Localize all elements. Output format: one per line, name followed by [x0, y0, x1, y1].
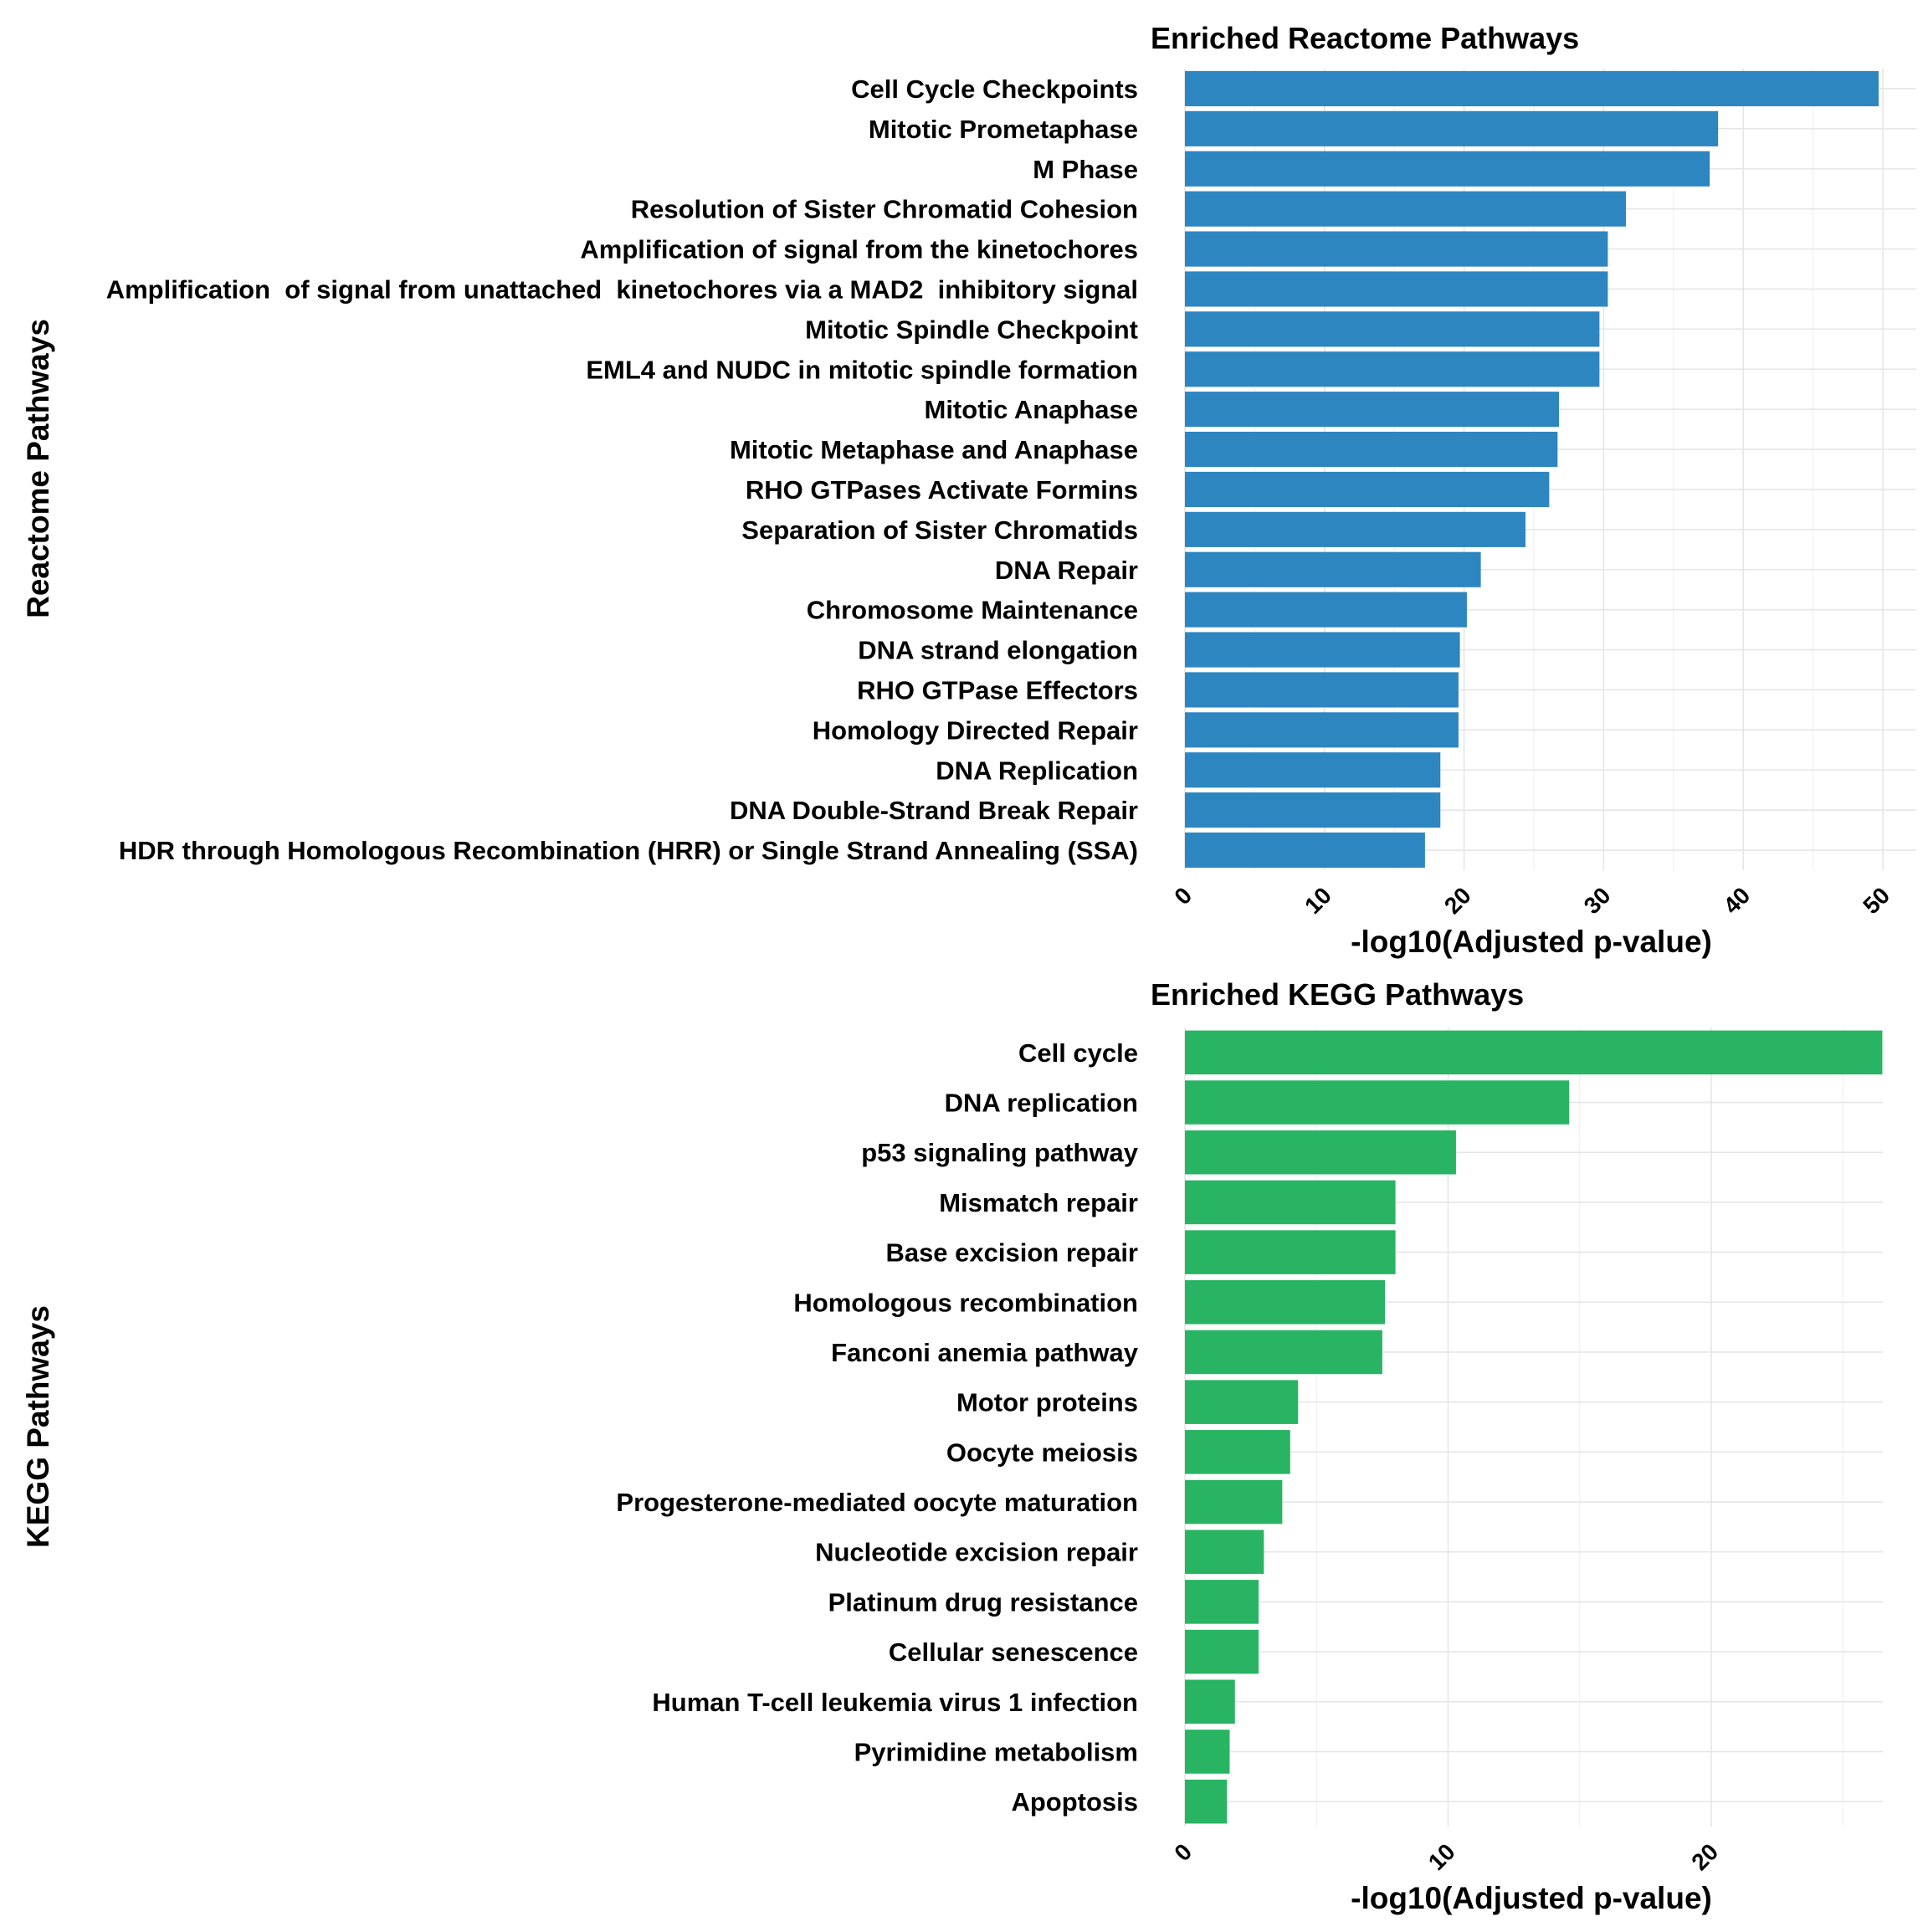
kegg-bar: [1185, 1679, 1235, 1724]
kegg-y-axis-title: KEGG Pathways: [21, 1305, 55, 1548]
reactome-category-label: Cell Cycle Checkpoints: [851, 74, 1138, 104]
reactome-category-label: RHO GTPase Effectors: [857, 675, 1138, 705]
reactome-bar: [1185, 832, 1425, 869]
reactome-bar: [1185, 191, 1627, 227]
reactome-category-label: Amplification of signal from unattached …: [106, 274, 1138, 304]
kegg-bar: [1185, 1230, 1396, 1274]
kegg-category-label: Progesterone-mediated oocyte maturation: [616, 1488, 1138, 1517]
reactome-category-label: DNA Repair: [995, 556, 1138, 585]
reactome-category-label: Mitotic Prometaphase: [869, 115, 1138, 144]
kegg-x-tick-label: 0: [1169, 1838, 1197, 1866]
reactome-bar: [1185, 70, 1879, 107]
kegg-bar: [1185, 1629, 1259, 1674]
reactome-bar: [1185, 392, 1560, 428]
kegg-category-label: Human T-cell leukemia virus 1 infection: [652, 1688, 1138, 1717]
reactome-bar: [1185, 592, 1467, 628]
reactome-bar: [1185, 431, 1558, 468]
reactome-bars: [1185, 70, 1879, 869]
kegg-category-label: Base excision repair: [885, 1238, 1138, 1268]
kegg-bar: [1185, 1479, 1283, 1525]
reactome-x-tick-label: 30: [1579, 882, 1616, 919]
reactome-x-tick-label: 0: [1169, 882, 1197, 910]
reactome-bar: [1185, 471, 1550, 508]
kegg-category-label: Fanconi anemia pathway: [831, 1338, 1139, 1367]
kegg-chart-title: Enriched KEGG Pathways: [1151, 977, 1524, 1012]
kegg-category-label: p53 signaling pathway: [861, 1138, 1138, 1167]
kegg-category-label: Platinum drug resistance: [828, 1587, 1138, 1617]
reactome-x-tick-label: 40: [1718, 882, 1755, 919]
reactome-x-tick-label: 20: [1439, 882, 1476, 919]
reactome-category-label: Mitotic Spindle Checkpoint: [805, 315, 1138, 344]
kegg-bar: [1185, 1130, 1456, 1175]
kegg-x-tick-label: 10: [1423, 1838, 1460, 1875]
reactome-bar: [1185, 632, 1460, 668]
kegg-bar: [1185, 1779, 1228, 1824]
kegg-tick-labels: 0 10 20: [1169, 1838, 1723, 1875]
kegg-category-label: Cellular senescence: [889, 1637, 1138, 1667]
kegg-category-label: Oocyte meiosis: [946, 1437, 1138, 1467]
reactome-bar: [1185, 511, 1525, 547]
reactome-bar: [1185, 712, 1459, 748]
reactome-category-label: Separation of Sister Chromatids: [741, 515, 1138, 545]
reactome-bar: [1185, 311, 1600, 347]
reactome-category-label: DNA strand elongation: [858, 636, 1138, 665]
kegg-bar: [1185, 1030, 1883, 1075]
reactome-category-label: Chromosome Maintenance: [807, 596, 1138, 625]
reactome-category-label: Resolution of Sister Chromatid Cohesion: [631, 195, 1138, 224]
kegg-category-labels: Cell cycle DNA replication p53 signaling p…: [616, 1038, 1138, 1817]
reactome-bar: [1185, 271, 1608, 307]
reactome-category-label: DNA Double-Strand Break Repair: [730, 796, 1138, 825]
reactome-x-tick-label: 10: [1300, 882, 1336, 919]
reactome-x-tick-label: 50: [1858, 882, 1895, 919]
reactome-bar: [1185, 110, 1719, 146]
reactome-category-label: RHO GTPases Activate Formins: [746, 475, 1138, 505]
reactome-category-label: Mitotic Metaphase and Anaphase: [730, 435, 1138, 464]
reactome-bar: [1185, 351, 1600, 387]
kegg-category-label: Apoptosis: [1011, 1787, 1138, 1817]
reactome-x-axis-title: -log10(Adjusted p-value): [1351, 925, 1712, 959]
kegg-category-label: DNA replication: [945, 1089, 1138, 1118]
reactome-category-label: Homology Directed Repair: [813, 715, 1138, 745]
kegg-category-label: Homologous recombination: [793, 1288, 1138, 1317]
reactome-bar: [1185, 672, 1459, 708]
reactome-category-label: Mitotic Anaphase: [925, 395, 1139, 424]
reactome-grid: [1184, 69, 1916, 870]
kegg-bar: [1185, 1080, 1570, 1125]
kegg-x-axis-title: -log10(Adjusted p-value): [1351, 1881, 1712, 1915]
reactome-category-label: HDR through Homologous Recombination (HR…: [119, 836, 1138, 865]
kegg-bar: [1185, 1430, 1290, 1474]
reactome-bar: [1185, 551, 1481, 587]
kegg-category-label: Motor proteins: [956, 1388, 1138, 1417]
kegg-bar: [1185, 1330, 1382, 1375]
kegg-bar: [1185, 1380, 1299, 1424]
reactome-category-label: Amplification of signal from the kinetoc…: [580, 235, 1138, 264]
reactome-bar: [1185, 151, 1710, 187]
kegg-category-label: Mismatch repair: [939, 1188, 1138, 1217]
reactome-bar: [1185, 231, 1608, 267]
reactome-category-label: EML4 and NUDC in mitotic spindle formati…: [586, 355, 1138, 384]
kegg-bar: [1185, 1580, 1259, 1624]
kegg-x-tick-label: 20: [1686, 1838, 1723, 1875]
reactome-bar: [1185, 752, 1441, 788]
kegg-bar: [1185, 1180, 1396, 1225]
reactome-chart-title: Enriched Reactome Pathways: [1151, 21, 1579, 55]
kegg-bars: [1185, 1030, 1883, 1824]
kegg-category-label: Cell cycle: [1018, 1038, 1138, 1068]
kegg-bar: [1185, 1530, 1264, 1574]
kegg-category-label: Nucleotide excision repair: [815, 1538, 1138, 1567]
reactome-y-axis-title: Reactome Pathways: [21, 319, 55, 618]
reactome-category-label: DNA Replication: [936, 756, 1138, 785]
reactome-panel: Cell Cycle Checkpoints Mitotic Prometapha…: [21, 21, 1916, 959]
reactome-bar: [1185, 792, 1441, 828]
reactome-tick-labels: 0 10 20 30 40 50: [1169, 882, 1895, 919]
kegg-panel: Cell cycle DNA replication p53 signaling p…: [21, 977, 1883, 1915]
kegg-bar: [1185, 1280, 1386, 1325]
kegg-category-label: Pyrimidine metabolism: [854, 1737, 1138, 1766]
reactome-category-label: M Phase: [1033, 155, 1138, 184]
kegg-bar: [1185, 1730, 1230, 1774]
reactome-category-labels: Cell Cycle Checkpoints Mitotic Prometapha…: [106, 74, 1138, 865]
